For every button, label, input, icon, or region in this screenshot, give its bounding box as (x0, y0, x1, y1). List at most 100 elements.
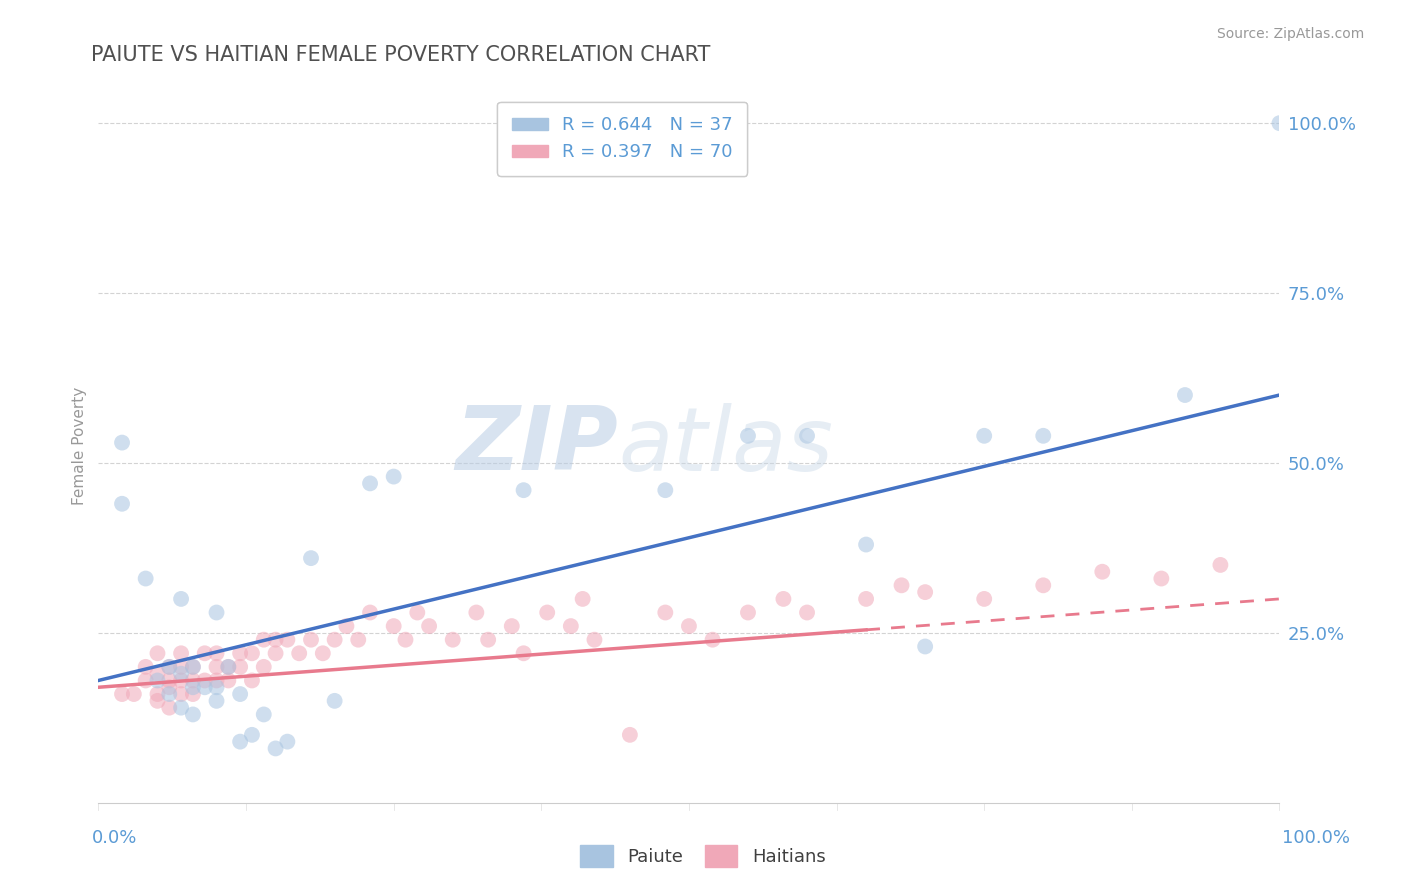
Point (253, 707, 276, 722)
Point (240, 673, 263, 688)
Point (619, 728, 641, 742)
Point (406, 606, 429, 620)
Point (240, 646, 263, 660)
Point (181, 673, 204, 688)
Point (441, 632, 464, 647)
Point (299, 551, 322, 566)
Text: atlas: atlas (619, 403, 832, 489)
Point (1032, 578, 1054, 592)
Point (181, 660, 204, 674)
Point (157, 680, 180, 694)
Point (194, 646, 217, 660)
Point (512, 646, 534, 660)
Text: ZIP: ZIP (456, 402, 619, 490)
Point (276, 632, 298, 647)
Point (323, 694, 346, 708)
Point (229, 734, 252, 748)
Point (264, 632, 287, 647)
Point (1209, 558, 1232, 572)
Point (170, 673, 193, 688)
Point (217, 660, 239, 674)
Point (312, 646, 335, 660)
Point (111, 687, 134, 701)
Point (1150, 572, 1173, 586)
Point (288, 646, 311, 660)
Point (772, 591, 794, 606)
Point (157, 660, 180, 674)
Point (583, 632, 606, 647)
Point (122, 687, 145, 701)
Point (855, 537, 877, 551)
Point (205, 660, 228, 674)
Point (205, 680, 228, 694)
Point (135, 673, 157, 688)
Point (737, 606, 759, 620)
Point (347, 632, 370, 647)
Point (382, 469, 405, 483)
Point (181, 687, 204, 701)
Point (253, 660, 276, 674)
Point (135, 660, 157, 674)
Point (264, 741, 287, 756)
Point (796, 606, 818, 620)
Point (181, 680, 204, 694)
Point (855, 591, 877, 606)
Point (205, 673, 228, 688)
Point (170, 591, 193, 606)
Point (217, 660, 239, 674)
Point (170, 646, 193, 660)
Point (418, 619, 440, 633)
Point (382, 619, 405, 633)
Point (276, 734, 298, 748)
Point (737, 429, 759, 443)
Text: 100.0%: 100.0% (1282, 829, 1350, 847)
Point (111, 497, 134, 511)
Point (890, 578, 912, 592)
Point (146, 694, 169, 708)
Point (170, 687, 193, 701)
Point (678, 619, 700, 633)
Point (501, 619, 523, 633)
Point (229, 660, 252, 674)
Point (217, 673, 239, 688)
Point (571, 591, 593, 606)
Point (205, 694, 228, 708)
Point (796, 429, 818, 443)
Point (1091, 565, 1114, 579)
Text: Source: ZipAtlas.com: Source: ZipAtlas.com (1216, 27, 1364, 41)
Point (194, 673, 217, 688)
Point (1174, 388, 1197, 402)
Point (157, 700, 180, 714)
Point (229, 646, 252, 660)
Text: 0.0%: 0.0% (91, 829, 136, 847)
Point (194, 680, 217, 694)
Point (394, 632, 416, 647)
Point (170, 666, 193, 681)
Legend: R = 0.644   N = 37, R = 0.397   N = 70: R = 0.644 N = 37, R = 0.397 N = 70 (498, 102, 747, 176)
Point (654, 606, 676, 620)
Point (1032, 429, 1054, 443)
Text: PAIUTE VS HAITIAN FEMALE POVERTY CORRELATION CHART: PAIUTE VS HAITIAN FEMALE POVERTY CORRELA… (91, 45, 711, 64)
Point (359, 606, 381, 620)
Point (157, 660, 180, 674)
Point (205, 606, 228, 620)
Point (253, 632, 276, 647)
Point (560, 619, 582, 633)
Point (170, 660, 193, 674)
Legend: Paiute, Haitians: Paiute, Haitians (574, 838, 832, 874)
Point (1268, 116, 1291, 130)
Point (335, 619, 357, 633)
Point (914, 585, 936, 599)
Point (111, 435, 134, 450)
Point (157, 687, 180, 701)
Point (299, 632, 322, 647)
Point (146, 646, 169, 660)
Point (170, 700, 193, 714)
Point (465, 606, 488, 620)
Point (146, 666, 169, 681)
Y-axis label: Female Poverty: Female Poverty (72, 387, 87, 505)
Point (181, 707, 204, 722)
Point (536, 606, 558, 620)
Point (914, 640, 936, 654)
Point (477, 632, 499, 647)
